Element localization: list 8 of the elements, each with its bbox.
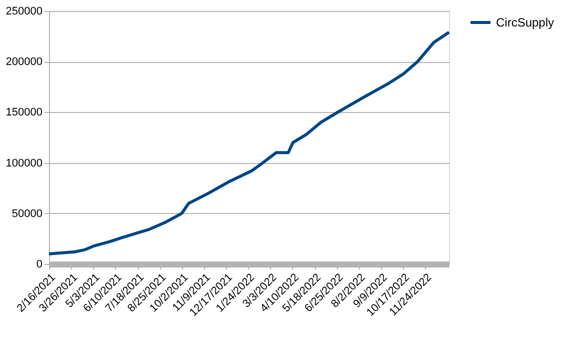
y-tick-label: 0: [36, 258, 42, 270]
y-tick-label: 250000: [6, 6, 42, 18]
legend-label: CircSupply: [496, 16, 554, 30]
y-tick-label: 200000: [6, 56, 42, 68]
line-series: [48, 30, 450, 256]
y-tick-label: 50000: [12, 208, 42, 220]
y-tick-label: 150000: [6, 106, 42, 119]
y-tick-label: 100000: [6, 157, 42, 170]
